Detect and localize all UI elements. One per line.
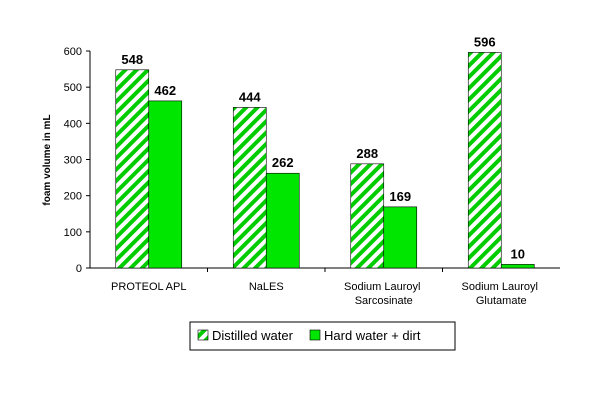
y-tick-label: 200 [64,191,82,203]
x-tick-label: Sodium Lauroyl Sarcosinate [344,281,424,307]
y-axis-label: foam volume in mL [42,114,53,205]
value-label: 169 [389,189,411,204]
bar [115,69,150,269]
y-tick-label: 400 [64,118,82,130]
value-label: 288 [356,146,378,161]
bar [350,163,385,269]
bar [265,172,300,269]
y-tick-label: 100 [64,227,82,239]
y-tick-label: 300 [64,155,82,167]
bar [148,100,183,269]
bar [500,264,535,269]
legend-label: Distilled water [212,328,294,343]
bar [467,52,502,269]
legend-box [189,321,456,351]
y-tick-label: 0 [76,263,82,275]
x-tick-label: Sodium Lauroyl Glutamate [462,281,542,307]
value-label: 596 [474,34,496,49]
bar [383,206,418,269]
x-tick-label: NaLES [249,281,284,293]
legend-swatch [309,329,321,341]
bar [232,107,267,269]
legend-swatch [197,329,209,341]
value-label: 444 [239,89,261,104]
value-label: 262 [272,155,294,170]
y-tick-label: 500 [64,82,82,94]
value-label: 10 [511,246,525,261]
y-tick-label: 600 [64,46,82,58]
value-label: 462 [154,83,176,98]
legend-label: Hard water + dirt [324,328,421,343]
x-tick-label: PROTEOL APL [111,281,186,293]
value-label: 548 [121,52,143,67]
